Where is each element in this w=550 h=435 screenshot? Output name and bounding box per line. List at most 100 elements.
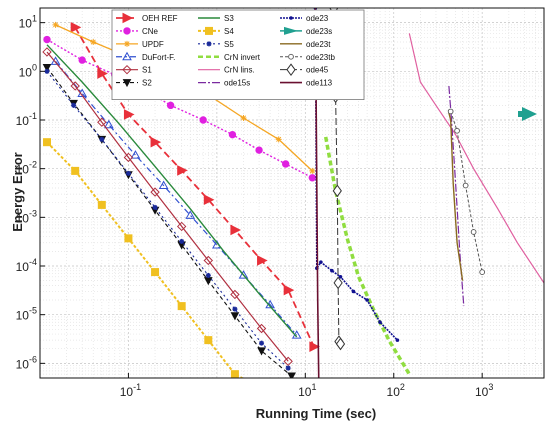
right-edge-arrow-icon <box>518 107 537 121</box>
legend-label: CrN invert <box>224 53 261 62</box>
right-edge-arrow-tail <box>518 111 523 117</box>
data-marker <box>247 379 254 386</box>
data-marker <box>255 146 263 154</box>
data-marker <box>238 270 249 279</box>
data-marker <box>230 312 240 321</box>
legend-entry: ode23 <box>280 14 329 23</box>
data-marker <box>44 68 50 74</box>
legend-label: ode113 <box>306 79 333 88</box>
legend-label: S4 <box>224 27 234 36</box>
data-marker <box>70 22 82 33</box>
tick-label-base: 10 <box>19 17 33 31</box>
legend-entry: S4 <box>198 27 234 36</box>
series-ode23tb <box>447 108 486 275</box>
data-marker <box>185 210 196 219</box>
data-marker <box>158 180 169 190</box>
tick-label-exponent: -1 <box>133 382 141 392</box>
data-marker <box>206 41 212 47</box>
tick-label-base: 10 <box>16 163 30 177</box>
data-marker <box>99 136 105 142</box>
data-marker <box>309 167 316 174</box>
data-marker <box>286 63 296 77</box>
y-tick-label: 10-4 <box>16 257 37 274</box>
data-marker <box>378 320 382 325</box>
legend-entry: UPDF <box>116 40 164 49</box>
data-marker <box>97 117 107 127</box>
tick-label-base: 10 <box>16 357 30 371</box>
legend-label: DuFort-F. <box>142 53 175 62</box>
series-s1 <box>42 47 293 367</box>
data-marker <box>78 56 86 64</box>
data-marker <box>335 337 346 351</box>
data-marker <box>122 64 132 75</box>
tick-label-base: 10 <box>298 385 312 399</box>
legend-entry: ode45 <box>280 63 329 77</box>
data-marker <box>351 289 356 294</box>
legend-entry: ode23t <box>280 40 331 49</box>
tick-label-base: 10 <box>16 211 30 225</box>
data-marker <box>125 170 131 176</box>
legend-entry: ode15s <box>198 79 250 88</box>
data-marker <box>204 336 213 345</box>
legend-label: ode15s <box>224 79 250 88</box>
data-marker <box>256 323 267 334</box>
tick-labels: 10-1 101 102 10310110010-110-210-310-410-51… <box>16 14 494 399</box>
tick-label-base: 10 <box>19 65 33 79</box>
legend-label: ode23t <box>306 40 331 49</box>
data-marker <box>338 275 343 279</box>
data-marker <box>151 268 160 277</box>
data-marker <box>205 26 213 35</box>
data-marker <box>50 56 61 65</box>
legend-label: S2 <box>142 79 152 88</box>
tick-label-base: 10 <box>16 260 30 274</box>
series-line <box>46 44 298 338</box>
data-marker <box>447 108 454 115</box>
legend-entry: CNe <box>116 27 159 36</box>
data-marker <box>283 284 295 296</box>
legend-entry: S5 <box>198 40 234 49</box>
tick-label-exponent: -2 <box>29 160 37 170</box>
legend-label: ode23 <box>306 14 329 23</box>
series-s3 <box>46 44 298 338</box>
data-marker <box>122 51 132 61</box>
data-marker <box>97 200 106 209</box>
legend-entry: ode23tb <box>280 53 335 62</box>
data-marker <box>150 136 162 148</box>
data-marker <box>179 238 185 244</box>
legend-entry: DuFort-F. <box>116 51 175 62</box>
legend-entry: OEH REF <box>116 12 178 24</box>
data-marker <box>177 302 186 311</box>
y-tick-label: 10-2 <box>16 160 37 177</box>
data-marker <box>122 79 132 88</box>
series-line <box>448 112 464 281</box>
data-marker <box>71 166 80 175</box>
data-marker <box>454 127 460 134</box>
data-marker <box>43 138 52 147</box>
legend-entry: CrN invert <box>198 53 261 62</box>
tick-label-exponent: -6 <box>29 354 37 364</box>
legend-entry: S3 <box>198 14 234 23</box>
data-marker <box>285 365 291 371</box>
data-marker <box>395 338 400 342</box>
data-marker <box>332 184 342 198</box>
y-tick-label: 10-6 <box>16 354 37 371</box>
y-tick-label: 10-1 <box>16 111 37 128</box>
legend: OEH REF CNe UPDF DuFort-F. S1 S2 S3 S4 S5 CrN inv… <box>111 9 365 100</box>
x-tick-label: 10-1 <box>120 382 141 399</box>
data-marker <box>124 234 133 243</box>
legend-label: ode23tb <box>306 53 335 62</box>
data-marker <box>288 53 294 60</box>
data-marker <box>319 260 323 264</box>
tick-label-base: 10 <box>120 385 134 399</box>
data-marker <box>462 182 469 189</box>
legend-label: UPDF <box>142 40 164 49</box>
series-ode23t <box>448 112 464 281</box>
data-marker <box>230 224 242 236</box>
data-marker <box>43 35 51 44</box>
legend-entry: S1 <box>116 64 152 75</box>
data-marker <box>123 152 134 163</box>
data-marker <box>205 272 211 278</box>
data-marker <box>42 47 52 57</box>
plot-frame <box>39 7 545 379</box>
